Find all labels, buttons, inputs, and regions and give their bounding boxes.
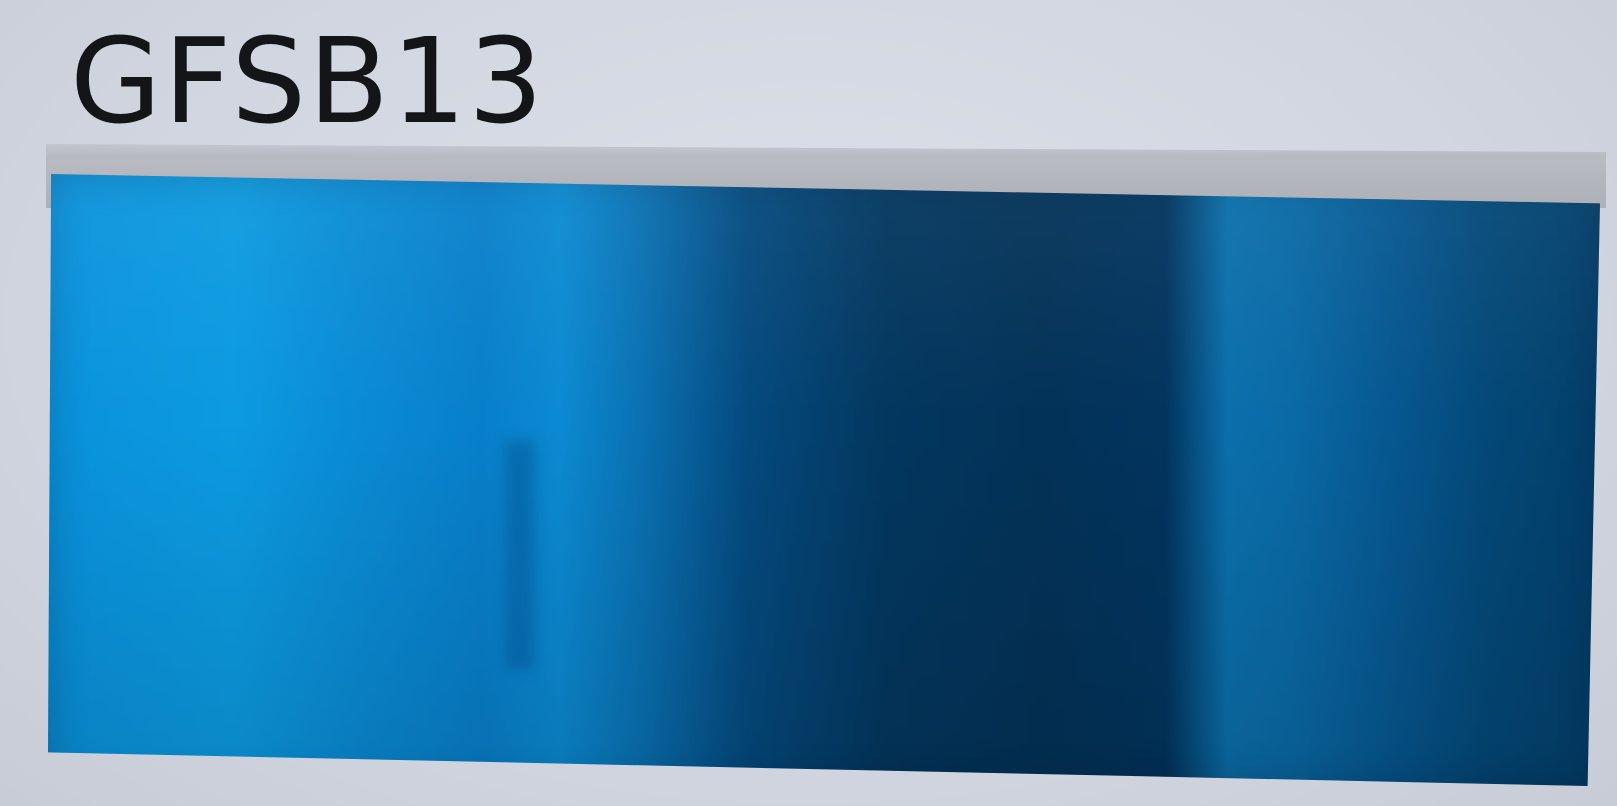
swatch-shading: [48, 174, 1600, 786]
sample-code-label: GFSB13: [70, 12, 546, 150]
swatch-streak: [505, 440, 535, 670]
color-swatch: [48, 174, 1600, 786]
